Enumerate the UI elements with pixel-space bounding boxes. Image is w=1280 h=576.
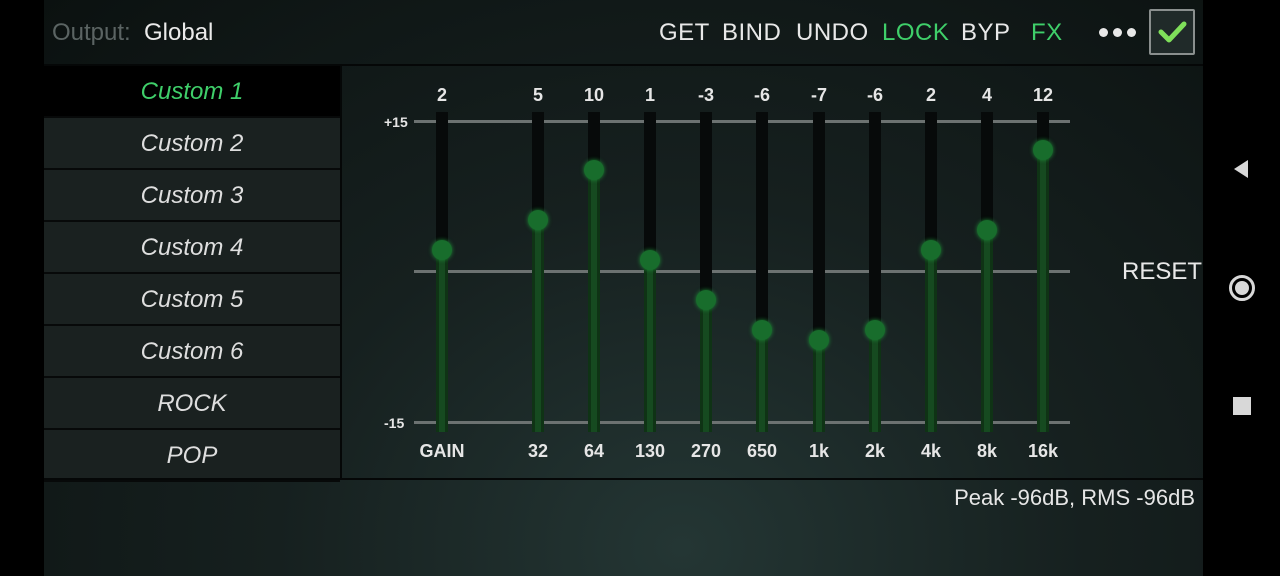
band-slider-knob[interactable] <box>696 290 716 310</box>
band-slider-fill <box>532 220 544 432</box>
lock-button[interactable]: LOCK <box>882 19 950 46</box>
band-slider-fill <box>700 300 712 432</box>
band-slider-track[interactable] <box>981 112 993 432</box>
band-slider-track[interactable] <box>813 112 825 432</box>
gridline-bottom <box>414 421 1070 424</box>
preset-item[interactable]: Custom 4 <box>44 222 340 274</box>
band-slider-track[interactable] <box>925 112 937 432</box>
top-bar: Output: Global GET BIND UNDO LOCK BYP FX <box>44 0 1203 64</box>
band-slider-knob[interactable] <box>528 210 548 230</box>
band-slider-knob[interactable] <box>1033 140 1053 160</box>
nav-recents-icon[interactable] <box>1232 396 1252 416</box>
scale-bottom-label: -15 <box>384 415 405 431</box>
gridline-top <box>414 120 1070 123</box>
band-slider-fill <box>1037 150 1049 432</box>
equalizer-panel: +15 -15 2 GAIN 5 32 10 64 1 130 -3 270 -6 650 -7 1k -6… <box>342 66 1203 478</box>
more-dots-icon[interactable] <box>1099 22 1139 42</box>
band-slider-fill <box>644 260 656 432</box>
preset-item[interactable]: Custom 3 <box>44 170 340 222</box>
band-frequency-label: 650 <box>746 441 778 461</box>
band-value: 2 <box>925 85 936 105</box>
band-value: -7 <box>810 85 827 105</box>
band-frequency-label: 8k <box>976 441 998 461</box>
app-window: Output: Global GET BIND UNDO LOCK BYP FX… <box>44 0 1203 576</box>
preset-item[interactable]: POP <box>44 430 340 482</box>
band-value: 1 <box>644 85 655 105</box>
band-value: -3 <box>697 85 714 105</box>
band-slider-track[interactable] <box>869 112 881 432</box>
band-slider-knob[interactable] <box>921 240 941 260</box>
header-divider <box>44 64 1203 66</box>
band-frequency-label: 270 <box>690 441 722 461</box>
band-slider-fill <box>981 230 993 432</box>
band-slider-fill <box>813 340 825 432</box>
band-slider-fill <box>436 250 448 432</box>
nav-home-icon[interactable] <box>1228 274 1256 302</box>
band-slider-track[interactable] <box>436 112 448 432</box>
band-frequency-label: 1k <box>808 441 830 461</box>
band-slider-knob[interactable] <box>752 320 772 340</box>
fx-button[interactable]: FX <box>1031 19 1063 46</box>
band-value: -6 <box>866 85 883 105</box>
band-value: 5 <box>532 85 543 105</box>
preset-item[interactable]: Custom 2 <box>44 118 340 170</box>
band-slider-fill <box>869 330 881 432</box>
band-frequency-label: 4k <box>920 441 942 461</box>
preset-list: Custom 1 Custom 2 Custom 3 Custom 4 Custom 5… <box>44 66 340 482</box>
band-slider-track[interactable] <box>532 112 544 432</box>
preset-item[interactable]: Custom 5 <box>44 274 340 326</box>
band-value: 2 <box>436 85 447 105</box>
band-slider-track[interactable] <box>756 112 768 432</box>
band-slider-knob[interactable] <box>640 250 660 270</box>
band-slider-fill <box>756 330 768 432</box>
level-meter-text: Peak -96dB, RMS -96dB <box>954 485 1195 510</box>
band-frequency-label: 32 <box>527 441 549 461</box>
apply-button[interactable] <box>1149 9 1195 55</box>
preset-item[interactable]: Custom 6 <box>44 326 340 378</box>
band-slider-track[interactable] <box>700 112 712 432</box>
bypass-button[interactable]: BYP <box>961 19 1011 46</box>
output-selector[interactable]: Global <box>144 19 214 46</box>
band-slider-fill <box>925 250 937 432</box>
band-value: -6 <box>753 85 770 105</box>
band-frequency-label: GAIN <box>419 441 465 461</box>
bind-button[interactable]: BIND <box>722 19 782 46</box>
band-frequency-label: 2k <box>864 441 886 461</box>
gridline-zero <box>414 270 1070 273</box>
band-frequency-label: 130 <box>634 441 666 461</box>
band-slider-fill <box>588 170 600 432</box>
checkmark-icon <box>1158 21 1187 43</box>
preset-item[interactable]: ROCK <box>44 378 340 430</box>
footer-divider <box>44 478 1203 480</box>
band-frequency-label: 64 <box>583 441 605 461</box>
band-slider-knob[interactable] <box>865 320 885 340</box>
preset-divider <box>340 66 342 478</box>
band-slider-track[interactable] <box>1037 112 1049 432</box>
band-value: 10 <box>583 85 605 105</box>
preset-item[interactable]: Custom 1 <box>44 66 340 118</box>
band-slider-track[interactable] <box>644 112 656 432</box>
output-label: Output: <box>52 19 131 46</box>
band-frequency-label: 16k <box>1027 441 1059 461</box>
band-value: 12 <box>1032 85 1054 105</box>
reset-button[interactable]: RESET <box>1122 258 1203 285</box>
undo-button[interactable]: UNDO <box>796 19 869 46</box>
band-slider-knob[interactable] <box>977 220 997 240</box>
scale-top-label: +15 <box>384 114 408 130</box>
band-value: 4 <box>981 85 992 105</box>
band-slider-knob[interactable] <box>584 160 604 180</box>
nav-back-icon[interactable] <box>1230 158 1252 180</box>
get-button[interactable]: GET <box>659 19 710 46</box>
band-slider-track[interactable] <box>588 112 600 432</box>
band-slider-knob[interactable] <box>809 330 829 350</box>
band-slider-knob[interactable] <box>432 240 452 260</box>
